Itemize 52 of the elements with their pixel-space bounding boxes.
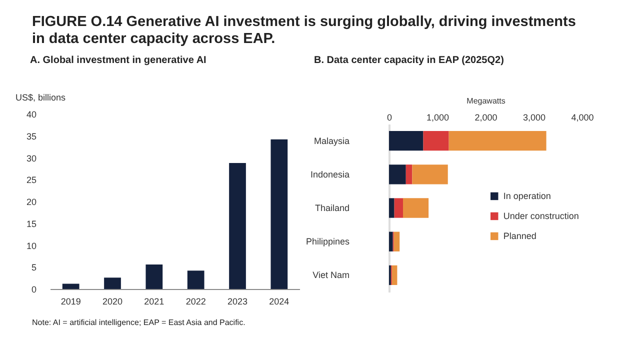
bar <box>392 265 398 286</box>
bar <box>448 130 546 151</box>
y-tick-label: Thailand <box>314 203 350 213</box>
y-tick-label: 25 <box>26 175 36 186</box>
x-tick-label: 1,000 <box>426 112 450 122</box>
y-tick-label: Indonesia <box>310 169 350 180</box>
x-tick-label: 2022 <box>186 296 206 306</box>
bar <box>270 139 288 289</box>
y-tick-label: 30 <box>26 153 36 164</box>
chart-title: FIGURE O.14 Generative AI investment is surging globally, driving investments in data center capacity across EAP. <box>32 14 577 48</box>
x-tick-label: 3,000 <box>522 112 546 122</box>
text: Note: AI = artificial intelligence; EAP = East Asia and Pacific. <box>32 318 246 327</box>
bar <box>394 232 400 252</box>
bar <box>406 164 412 184</box>
y-tick-label: 40 <box>26 110 36 120</box>
y-tick-label: Philippines <box>306 236 350 247</box>
x-tick-label: 2,000 <box>474 112 498 122</box>
x-tick-label: 0 <box>386 112 392 122</box>
bar <box>389 130 424 151</box>
bar <box>389 198 394 218</box>
bar <box>62 284 80 289</box>
bar <box>229 163 246 289</box>
x-axis-title: Megawatts <box>466 96 506 106</box>
bar <box>187 270 204 289</box>
x-tick-label: 4,000 <box>571 112 594 122</box>
y-axis-title: US$, billions <box>16 92 66 102</box>
y-tick-label: 5 <box>31 262 36 273</box>
y-tick-label: 10 <box>26 240 36 251</box>
y-tick-label: 20 <box>26 197 36 207</box>
chart-subtitle: A. Global investment in generative AI <box>30 55 207 66</box>
bar <box>394 198 403 218</box>
x-tick-label: 2021 <box>144 296 164 306</box>
bar <box>389 232 393 252</box>
bar <box>389 164 406 184</box>
legend-label: Planned <box>503 231 536 242</box>
x-tick-label: 2020 <box>102 296 123 306</box>
legend-label: Under construction <box>503 211 579 222</box>
x-tick-label: 2019 <box>60 296 81 306</box>
y-tick-label: 15 <box>26 218 36 229</box>
bar <box>402 198 429 218</box>
bar <box>104 278 121 289</box>
x-tick-label: 2023 <box>227 296 248 306</box>
chart-title: B. Data center capacity in EAP (2025Q2) <box>314 55 504 66</box>
bar <box>146 264 163 289</box>
bar <box>412 164 448 184</box>
y-tick-label: Malaysia <box>314 136 350 146</box>
legend-label: In operation <box>503 191 551 202</box>
y-tick-label: Viet Nam <box>312 270 350 280</box>
y-tick-label: 35 <box>26 131 36 142</box>
bar <box>423 130 449 151</box>
x-tick-label: 2024 <box>269 296 290 306</box>
y-tick-label: 0 <box>31 284 36 294</box>
